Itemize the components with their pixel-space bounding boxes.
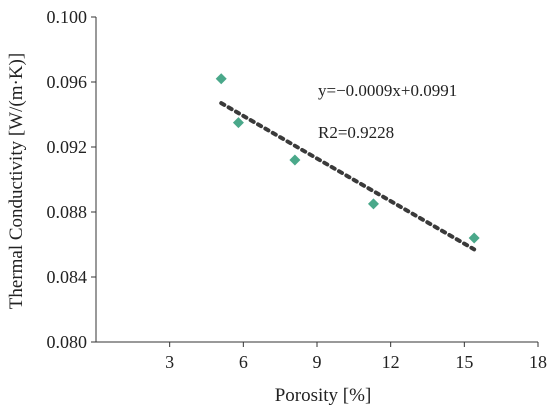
y-tick-label: 0.080 (47, 332, 88, 352)
y-tick-label: 0.084 (47, 267, 88, 287)
data-points (215, 73, 480, 244)
y-tick-label: 0.096 (47, 72, 88, 92)
y-tick-label: 0.092 (47, 137, 88, 157)
x-tick-label: 12 (382, 352, 400, 372)
x-tick-label: 18 (529, 352, 547, 372)
data-point (215, 73, 227, 85)
equation-annotation: y=−0.0009x+0.0991 (318, 81, 457, 100)
axes (95, 17, 538, 343)
x-tick-label: 3 (165, 352, 174, 372)
y-axis-title: Thermal Conductivity [W/(m·K)] (6, 53, 27, 309)
x-tick-label: 6 (239, 352, 248, 372)
x-tick-label: 15 (455, 352, 473, 372)
y-tick-label: 0.088 (47, 202, 88, 222)
data-point (232, 117, 244, 129)
y-tick-label: 0.100 (47, 7, 88, 27)
data-point (367, 198, 379, 210)
x-axis-ticks: 3 6 9 12 15 18 (165, 342, 547, 372)
y-axis-ticks: 0.080 0.084 0.088 0.092 0.096 0.100 (47, 7, 96, 352)
trendline (219, 101, 477, 252)
data-point (289, 154, 301, 166)
data-point (468, 232, 480, 244)
r-squared-annotation: R2=0.9228 (318, 123, 394, 142)
x-axis-title: Porosity [%] (275, 385, 372, 406)
trendline-group (219, 101, 477, 252)
x-tick-label: 9 (313, 352, 322, 372)
